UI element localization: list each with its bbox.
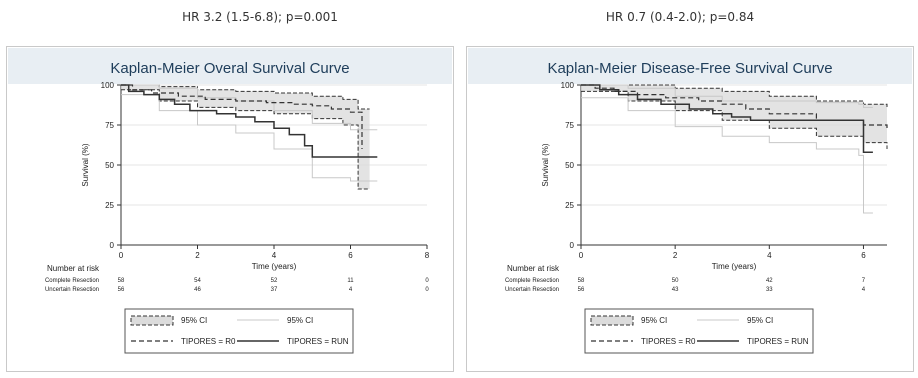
- ci-band-upper: [581, 84, 888, 108]
- ci-band-upper: [121, 84, 370, 110]
- y-tick-label: 75: [105, 121, 114, 130]
- series-line-run: [581, 84, 873, 153]
- risk-table-header: Number at risk: [47, 264, 100, 273]
- hazard-ratio-right: HR 0.7 (0.4-2.0); p=0.84: [605, 10, 755, 24]
- legend-label: 95% CI: [747, 316, 773, 325]
- disease-free-survival-panel: Kaplan-Meier Disease-Free Survival Curve…: [466, 46, 914, 372]
- y-tick-label: 0: [110, 241, 115, 250]
- legend-label: TIPORES = R0: [641, 337, 696, 346]
- legend-box: [124, 308, 354, 354]
- chart-title: Kaplan-Meier Disease-Free Survival Curve: [547, 60, 832, 77]
- x-axis-label: Time (years): [252, 262, 297, 271]
- risk-table-value: 56: [118, 287, 125, 293]
- legend-label: TIPORES = RUN: [747, 337, 809, 346]
- legend-label: TIPORES = R0: [181, 337, 236, 346]
- risk-table-value: 46: [194, 287, 201, 293]
- y-axis-label: Survival (%): [541, 143, 550, 186]
- title-band: [8, 48, 452, 84]
- risk-table-row-label: Uncertain Resection: [45, 287, 99, 293]
- ci-band-lower: [121, 94, 378, 182]
- legend-label: TIPORES = RUN: [287, 337, 349, 346]
- y-tick-label: 100: [561, 81, 575, 90]
- risk-table-header: Number at risk: [507, 264, 560, 273]
- legend-swatch-ci-shaded: [130, 315, 174, 326]
- risk-table-value: 4: [349, 287, 353, 293]
- risk-table-value: 54: [194, 278, 201, 284]
- x-tick-label: 0: [119, 251, 124, 260]
- legend-label: 95% CI: [287, 316, 313, 325]
- risk-table-value: 0: [425, 278, 429, 284]
- y-tick-label: 75: [565, 121, 574, 130]
- y-tick-label: 50: [565, 161, 574, 170]
- risk-table-row-label: Complete Resection: [45, 278, 99, 284]
- risk-table-value: 37: [271, 287, 278, 293]
- risk-table-value: 7: [862, 278, 866, 284]
- overall-survival-chart: Kaplan-Meier Overal Survival Curve 0 25 50 7…: [8, 48, 452, 354]
- legend-swatch-ci-shaded: [590, 315, 634, 326]
- series-line-run: [121, 84, 378, 158]
- ci-band-lower: [581, 97, 873, 214]
- risk-table-value: 42: [766, 278, 773, 284]
- risk-table-row-label: Complete Resection: [505, 278, 559, 284]
- ci-band-upper: [121, 84, 378, 131]
- y-tick-label: 0: [570, 241, 575, 250]
- risk-table-value: 56: [578, 287, 585, 293]
- risk-table-value: 50: [672, 278, 679, 284]
- risk-table-value: 58: [578, 278, 585, 284]
- title-band: [468, 48, 912, 84]
- risk-table-value: 11: [347, 278, 354, 284]
- y-tick-label: 25: [565, 201, 574, 210]
- risk-table-value: 58: [118, 278, 125, 284]
- y-tick-label: 25: [105, 201, 114, 210]
- x-tick-label: 6: [861, 251, 866, 260]
- risk-table-value: 0: [425, 287, 429, 293]
- x-tick-label: 2: [195, 251, 200, 260]
- x-tick-label: 0: [579, 251, 584, 260]
- x-tick-label: 8: [425, 251, 430, 260]
- risk-table-value: 4: [862, 287, 866, 293]
- disease-free-survival-chart: Kaplan-Meier Disease-Free Survival Curve…: [468, 48, 912, 354]
- x-axis-label: Time (years): [712, 262, 757, 271]
- x-tick-label: 4: [272, 251, 277, 260]
- series-line-r0: [121, 84, 363, 149]
- overall-survival-panel: Kaplan-Meier Overal Survival Curve 0 25 50 7…: [6, 46, 454, 372]
- chart-title: Kaplan-Meier Overal Survival Curve: [110, 60, 349, 77]
- y-tick-label: 100: [101, 81, 115, 90]
- risk-table-value: 52: [271, 278, 278, 284]
- risk-table-value: 43: [672, 287, 679, 293]
- hazard-ratio-left: HR 3.2 (1.5-6.8); p=0.001: [182, 10, 338, 24]
- x-tick-label: 2: [673, 251, 678, 260]
- risk-table-row-label: Uncertain Resection: [505, 287, 559, 293]
- legend-label: 95% CI: [641, 316, 667, 325]
- ci-band-upper: [581, 84, 873, 108]
- risk-table-value: 33: [766, 287, 773, 293]
- y-tick-label: 50: [105, 161, 114, 170]
- x-tick-label: 6: [348, 251, 353, 260]
- y-axis-label: Survival (%): [81, 143, 90, 186]
- x-tick-label: 4: [767, 251, 772, 260]
- legend-box: [584, 308, 814, 354]
- legend-label: 95% CI: [181, 316, 207, 325]
